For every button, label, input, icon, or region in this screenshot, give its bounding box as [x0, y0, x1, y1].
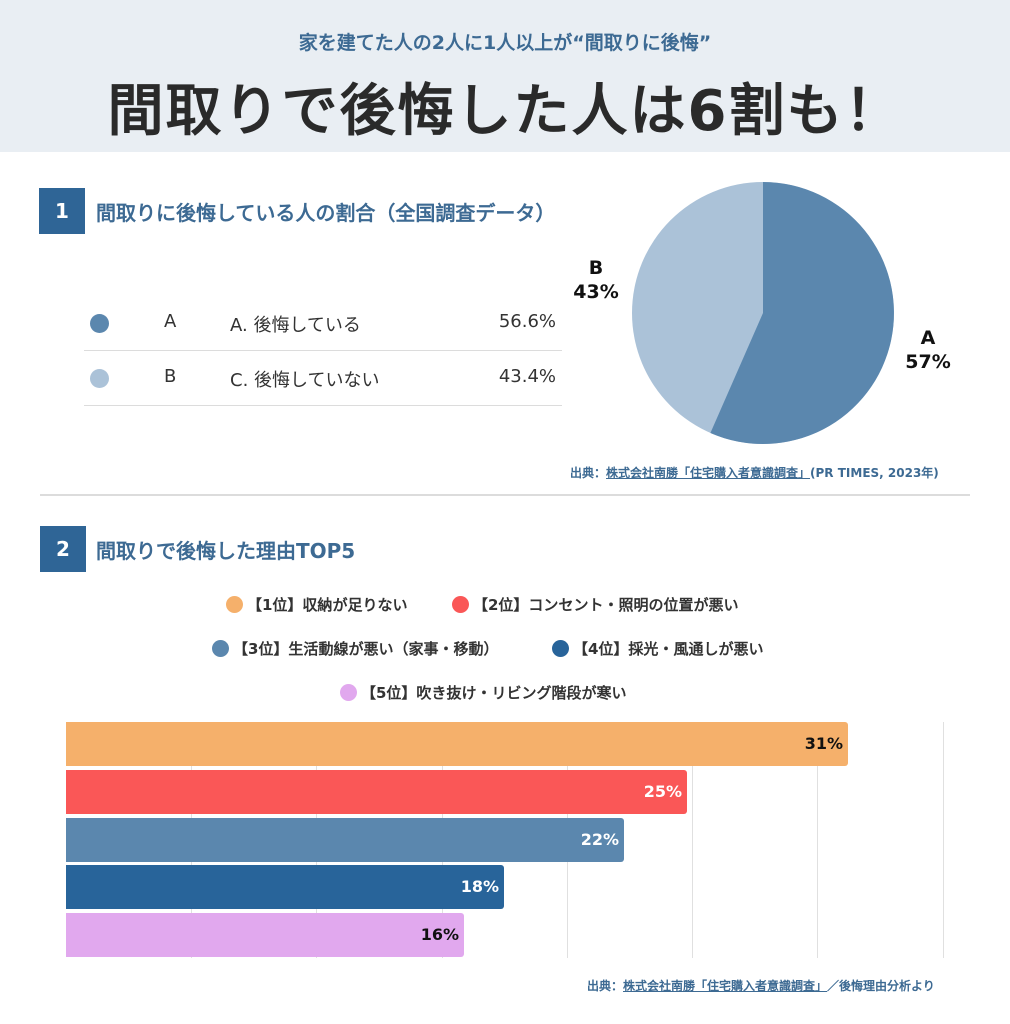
pie-label-b-key: B [588, 257, 604, 279]
bar-value-label: 31% [804, 734, 843, 753]
section-1-source: 出典：株式会社南勝「住宅購入者意識調査」(PR TIMES, 2023年) [570, 464, 939, 481]
legend-row-a: A A. 後悔している 56.6% [84, 296, 562, 351]
legend-dot-icon [340, 684, 357, 701]
bar-legend-item-2: 【2位】コンセント・照明の位置が悪い [452, 594, 738, 615]
bar-legend-label: 【1位】収納が足りない [247, 596, 408, 614]
source-suffix: (PR TIMES, 2023年) [810, 466, 939, 480]
pie-label-b: B 43% [566, 256, 626, 304]
legend-value: 56.6% [498, 311, 556, 332]
bar-legend-label: 【2位】コンセント・照明の位置が悪い [473, 596, 739, 614]
bar-value-label: 18% [460, 877, 499, 896]
legend-key: B [164, 366, 177, 387]
section-2-number-badge: 2 [40, 526, 86, 572]
pie-label-b-pct: 43% [573, 281, 619, 303]
legend-dot-icon [226, 596, 243, 613]
legend-label: A. 後悔している [230, 315, 361, 336]
legend-dot-icon [212, 640, 229, 657]
legend-dot-a [90, 314, 109, 333]
source-prefix: 出典： [587, 979, 624, 993]
bar-legend-label: 【5位】吹き抜け・リビング階段が寒い [361, 684, 627, 702]
bar-value-label: 16% [420, 925, 459, 944]
section-1-title: 間取りに後悔している人の割合（全国調査データ） [96, 201, 556, 225]
source-link[interactable]: 株式会社南勝「住宅購入者意識調査」 [606, 466, 811, 480]
gridline [943, 722, 944, 958]
bar-rank-2: 25% [66, 770, 687, 814]
gridline [817, 722, 818, 958]
header-subtitle: 家を建てた人の2人に1人以上が“間取りに後悔” [298, 32, 712, 54]
bar-legend-item-1: 【1位】収納が足りない [226, 594, 407, 615]
bar-value-label: 22% [580, 830, 619, 849]
bar-legend-label: 【4位】採光・風通しが悪い [573, 640, 764, 658]
header-banner: 家を建てた人の2人に1人以上が“間取りに後悔” 間取りで後悔した人は6割も！ [0, 0, 1010, 152]
legend-row-b: B C. 後悔していない 43.4% [84, 351, 562, 406]
legend-key: A [164, 311, 177, 332]
legend-dot-icon [552, 640, 569, 657]
bar-legend-item-3: 【3位】生活動線が悪い（家事・移動） [212, 638, 498, 659]
bar-legend-item-5: 【5位】吹き抜け・リビング階段が寒い [340, 682, 626, 703]
bar-rank-3: 22% [66, 818, 624, 862]
pie-label-a-key: A [920, 327, 936, 349]
source-link[interactable]: 株式会社南勝「住宅購入者意識調査」 [623, 979, 828, 993]
bar-legend-item-4: 【4位】採光・風通しが悪い [552, 638, 763, 659]
pie-slice-a [710, 182, 894, 444]
legend-dot-icon [452, 596, 469, 613]
pie-label-a: A 57% [898, 326, 958, 374]
bar-legend-label: 【3位】生活動線が悪い（家事・移動） [233, 640, 499, 658]
gridline [692, 722, 693, 958]
section-1-number-badge: 1 [39, 188, 85, 234]
pie-label-a-pct: 57% [905, 351, 951, 373]
source-suffix: ／後悔理由分析より [827, 979, 935, 993]
source-prefix: 出典： [570, 466, 607, 480]
bar-rank-4: 18% [66, 865, 504, 909]
bar-value-label: 25% [643, 782, 682, 801]
legend-dot-b [90, 369, 109, 388]
section-2-source: 出典：株式会社南勝「住宅購入者意識調査」／後悔理由分析より [587, 977, 935, 994]
bar-rank-5: 16% [66, 913, 464, 957]
legend-value: 43.4% [498, 366, 556, 387]
pie-legend-table: A A. 後悔している 56.6% B C. 後悔していない 43.4% [84, 296, 562, 406]
section-divider [40, 494, 970, 496]
pie-chart [632, 182, 894, 444]
legend-label: C. 後悔していない [230, 370, 380, 391]
bar-rank-1: 31% [66, 722, 848, 766]
section-2-title: 間取りで後悔した理由TOP5 [96, 539, 356, 563]
page-title: 間取りで後悔した人は6割も！ [107, 79, 903, 144]
